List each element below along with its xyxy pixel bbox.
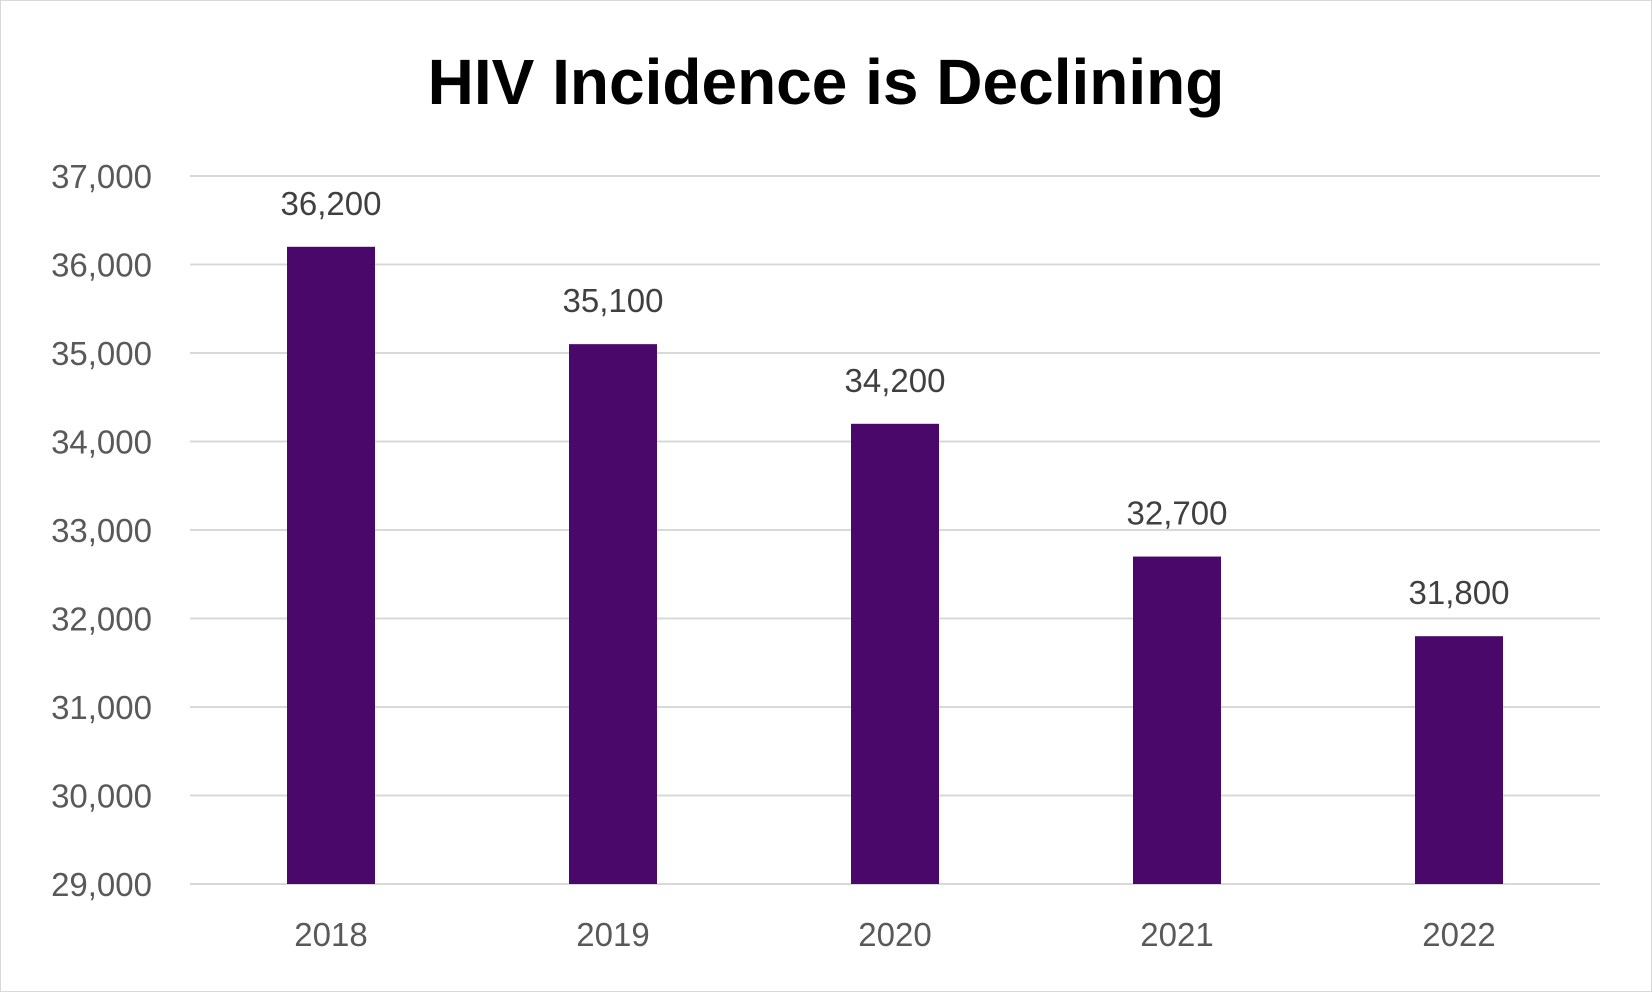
y-tick-label: 30,000 <box>51 778 152 815</box>
x-tick-label: 2022 <box>1422 916 1495 953</box>
y-tick-label: 29,000 <box>51 866 152 903</box>
bar-2020 <box>851 423 939 884</box>
y-tick-label: 33,000 <box>51 512 152 549</box>
y-tick-label: 34,000 <box>51 424 152 461</box>
y-tick-label: 32,000 <box>51 601 152 638</box>
y-tick-label: 35,000 <box>51 335 152 372</box>
data-label: 35,100 <box>563 282 664 319</box>
y-tick-label: 36,000 <box>51 247 152 284</box>
data-label: 32,700 <box>1127 495 1228 532</box>
x-tick-label: 2019 <box>576 916 649 953</box>
y-tick-label: 31,000 <box>51 689 152 726</box>
bar-2022 <box>1415 636 1503 884</box>
data-labels: 36,200 35,100 34,200 32,700 31,800 <box>281 185 1510 611</box>
bar-2018 <box>287 246 375 885</box>
bar-2019 <box>569 344 657 884</box>
bars <box>287 246 1503 885</box>
y-tick-label: 37,000 <box>51 158 152 195</box>
x-axis-tick-labels: 2018 2019 2020 2021 2022 <box>294 916 1495 953</box>
data-label: 36,200 <box>281 185 382 222</box>
data-label: 34,200 <box>845 362 946 399</box>
bar-2021 <box>1133 556 1221 884</box>
x-tick-label: 2021 <box>1140 916 1213 953</box>
chart-title: HIV Incidence is Declining <box>427 46 1225 118</box>
y-axis-tick-labels: 29,000 30,000 31,000 32,000 33,000 34,000 35,0… <box>51 158 152 903</box>
x-tick-label: 2020 <box>858 916 931 953</box>
x-tick-label: 2018 <box>294 916 367 953</box>
data-label: 31,800 <box>1409 574 1510 611</box>
